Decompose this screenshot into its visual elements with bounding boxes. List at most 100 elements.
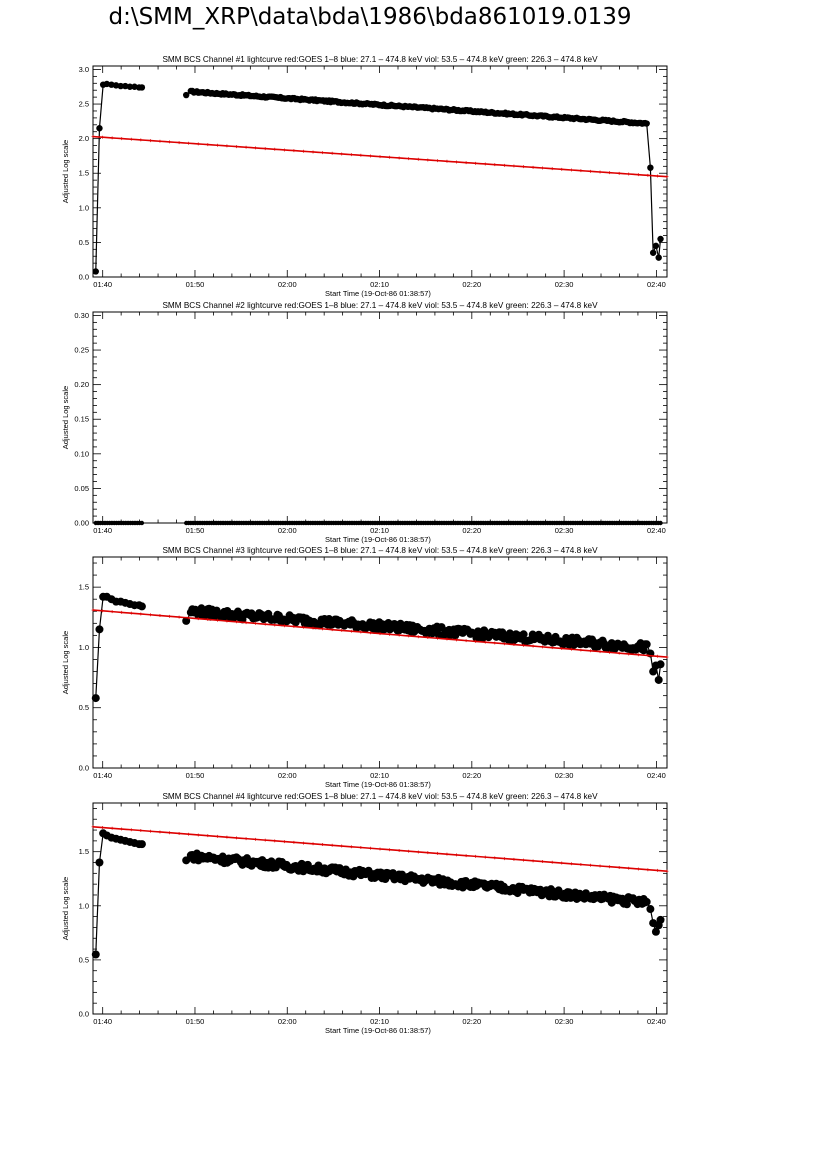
goes-point	[282, 148, 286, 152]
goes-point	[464, 639, 468, 643]
goes-point	[263, 622, 267, 626]
y-tick-label: 0.5	[79, 955, 89, 964]
page-title: d:\SMM_XRP\data\bda\1986\bda861019.0139	[108, 4, 632, 30]
goes-point	[474, 854, 478, 858]
x-tick-label: 01:40	[93, 526, 112, 535]
chart-panel-1: SMM BCS Channel #1 lightcurve red:GOES 1…	[61, 55, 669, 298]
goes-point	[120, 137, 124, 141]
goes-point	[522, 165, 525, 169]
x-tick-label: 02:30	[555, 526, 574, 535]
goes-point	[129, 828, 133, 832]
goes-point	[512, 164, 516, 168]
goes-point	[273, 147, 277, 151]
x-tick-label: 02:00	[278, 771, 297, 780]
goes-point	[177, 831, 181, 835]
goes-point	[569, 168, 573, 172]
goes-point	[627, 866, 631, 870]
goes-point	[646, 654, 650, 658]
goes-point	[273, 623, 277, 627]
goes-point	[541, 166, 545, 170]
goes-point	[512, 857, 516, 861]
x-tick-label: 01:50	[186, 526, 205, 535]
goes-point	[235, 620, 238, 624]
x-axis-label: Start Time (19-Oct-86 01:38:57)	[325, 289, 431, 298]
goes-point	[120, 610, 124, 614]
data-point	[182, 616, 191, 625]
goes-point	[665, 869, 669, 873]
goes-point	[101, 609, 105, 613]
goes-point	[311, 626, 315, 630]
data-point	[182, 856, 191, 865]
data-point	[137, 840, 146, 849]
goes-point	[263, 147, 267, 151]
goes-point	[91, 825, 95, 829]
goes-point	[550, 646, 554, 650]
goes-point	[359, 153, 363, 157]
goes-point	[483, 162, 487, 166]
goes-point	[397, 156, 401, 160]
goes-point	[483, 855, 487, 859]
goes-point	[330, 628, 334, 632]
x-tick-label: 02:00	[278, 1017, 297, 1026]
y-tick-label: 3.0	[79, 65, 89, 74]
series-2	[91, 825, 669, 873]
goes-point	[579, 863, 583, 867]
goes-point	[321, 151, 325, 155]
goes-point	[426, 635, 430, 639]
chart-title: SMM BCS Channel #4 lightcurve red:GOES 1…	[162, 792, 598, 801]
goes-point	[168, 831, 172, 835]
goes-point	[101, 135, 105, 139]
y-tick-label: 1.5	[79, 847, 89, 856]
goes-point	[282, 624, 286, 628]
goes-point	[206, 617, 210, 621]
goes-point	[407, 157, 411, 161]
goes-point	[512, 643, 516, 647]
goes-point	[158, 830, 162, 834]
y-tick-label: 2.0	[79, 134, 89, 143]
goes-point	[388, 155, 392, 159]
goes-point	[665, 175, 669, 179]
goes-point	[206, 143, 210, 147]
x-tick-label: 02:10	[370, 1017, 389, 1026]
data-point	[138, 84, 146, 91]
goes-point	[368, 154, 372, 158]
goes-point	[541, 860, 545, 864]
goes-point	[636, 173, 640, 177]
series-1	[91, 592, 665, 703]
goes-point	[359, 630, 363, 634]
goes-point	[588, 649, 592, 653]
y-tick-label: 1.0	[79, 203, 89, 212]
y-axis-label: Adjusted Log scale	[61, 140, 70, 203]
goes-point	[196, 142, 200, 146]
data-point	[95, 858, 104, 867]
goes-point	[435, 636, 439, 640]
goes-point	[225, 835, 229, 839]
x-tick-label: 02:20	[462, 280, 481, 289]
goes-point	[608, 650, 612, 654]
goes-point	[627, 172, 631, 176]
goes-point	[378, 632, 382, 636]
plot-frame	[92, 802, 668, 1015]
goes-point	[349, 629, 353, 633]
data-point	[505, 629, 514, 638]
y-tick-label: 0.15	[74, 415, 89, 424]
goes-point	[244, 145, 248, 149]
goes-point	[407, 849, 411, 853]
goes-point	[301, 625, 305, 629]
goes-point	[474, 161, 478, 165]
goes-point	[311, 842, 315, 846]
goes-point	[426, 851, 430, 855]
goes-point	[608, 865, 612, 869]
goes-point	[636, 653, 640, 657]
data-point	[654, 675, 663, 684]
goes-point	[531, 859, 535, 863]
data-point	[646, 905, 655, 914]
goes-point	[416, 850, 420, 854]
goes-point	[349, 153, 353, 157]
data-point	[657, 235, 664, 243]
y-tick-label: 0.20	[74, 380, 89, 389]
goes-point	[120, 827, 124, 831]
y-tick-label: 0.5	[79, 238, 89, 247]
x-tick-label: 02:30	[555, 280, 574, 289]
x-tick-label: 02:10	[370, 280, 389, 289]
